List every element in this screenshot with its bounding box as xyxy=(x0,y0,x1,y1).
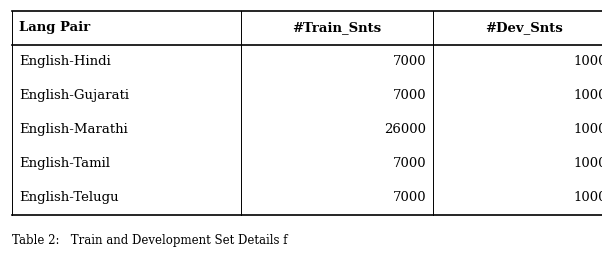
Text: English-Telugu: English-Telugu xyxy=(19,192,119,204)
Text: Table 2:   Train and Development Set Details f: Table 2: Train and Development Set Detai… xyxy=(12,234,288,247)
Text: 1000: 1000 xyxy=(573,123,602,136)
Text: English-Gujarati: English-Gujarati xyxy=(19,89,129,102)
Text: English-Hindi: English-Hindi xyxy=(19,55,111,68)
Text: 1000: 1000 xyxy=(573,89,602,102)
Text: 7000: 7000 xyxy=(393,157,426,170)
Text: English-Marathi: English-Marathi xyxy=(19,123,128,136)
Text: 7000: 7000 xyxy=(393,89,426,102)
Text: 7000: 7000 xyxy=(393,55,426,68)
Text: English-Tamil: English-Tamil xyxy=(19,157,110,170)
Text: 1000: 1000 xyxy=(573,157,602,170)
Text: #Dev_Snts: #Dev_Snts xyxy=(485,21,563,34)
Text: 1000: 1000 xyxy=(573,192,602,204)
Text: 7000: 7000 xyxy=(393,192,426,204)
Text: 26000: 26000 xyxy=(384,123,426,136)
Text: Lang Pair: Lang Pair xyxy=(19,21,90,34)
Text: #Train_Snts: #Train_Snts xyxy=(293,21,382,34)
Text: 1000: 1000 xyxy=(573,55,602,68)
